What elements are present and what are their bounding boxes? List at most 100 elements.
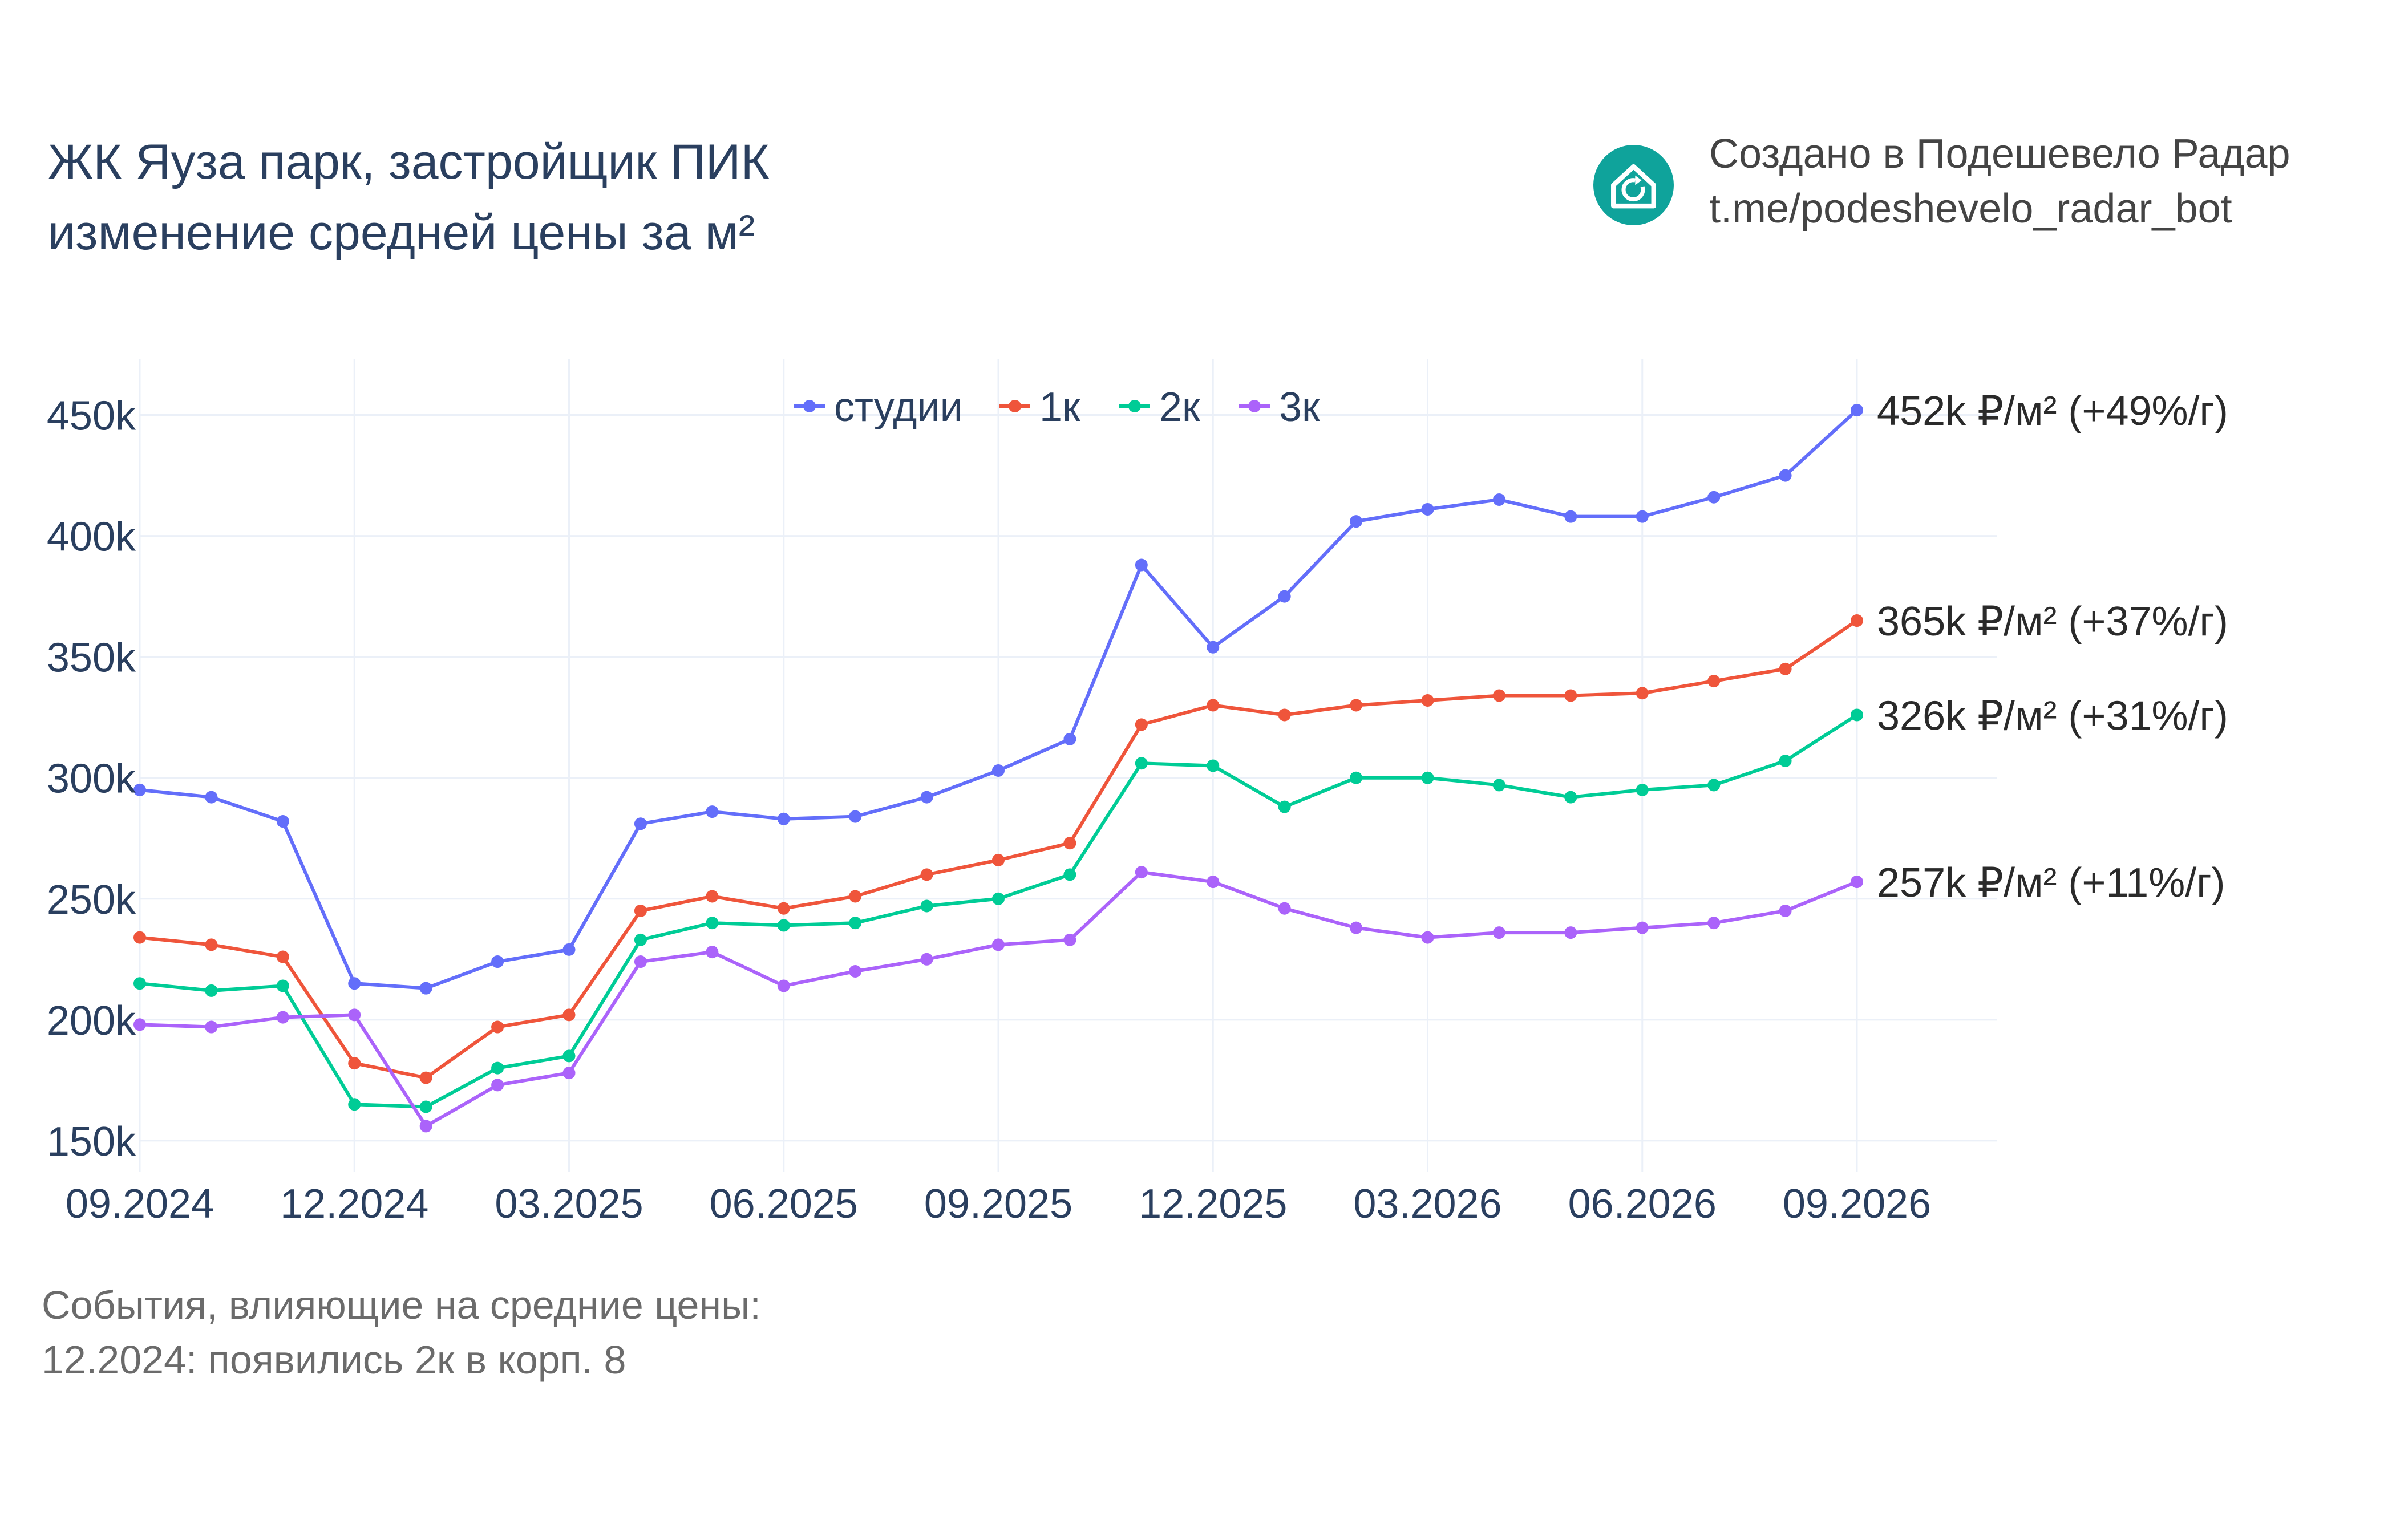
data-point[interactable] [276, 979, 289, 992]
data-point[interactable] [419, 982, 432, 995]
data-point[interactable] [1421, 502, 1434, 516]
data-point[interactable] [205, 984, 218, 997]
legend-item[interactable]: 1к [999, 384, 1080, 430]
data-point[interactable] [1350, 921, 1363, 934]
data-point[interactable] [634, 904, 647, 917]
data-point[interactable] [1421, 694, 1434, 707]
data-point[interactable] [1636, 783, 1649, 796]
data-point[interactable] [849, 917, 862, 930]
data-point[interactable] [562, 1049, 576, 1063]
legend-item[interactable]: 3к [1239, 384, 1320, 430]
data-point[interactable] [920, 791, 933, 804]
data-point[interactable] [1851, 708, 1863, 722]
data-point[interactable] [849, 890, 862, 903]
data-point[interactable] [276, 815, 289, 828]
data-point[interactable] [849, 810, 862, 823]
data-point[interactable] [777, 902, 790, 915]
chart-legend[interactable]: студии 1к 2к 3к [794, 384, 1320, 430]
data-point[interactable] [1421, 931, 1434, 944]
data-point[interactable] [992, 938, 1005, 951]
data-point[interactable] [1207, 876, 1220, 889]
data-point[interactable] [920, 868, 933, 881]
data-point[interactable] [920, 953, 933, 966]
legend-item[interactable]: 2к [1119, 384, 1200, 430]
data-point[interactable] [491, 1061, 504, 1075]
data-point[interactable] [419, 1071, 432, 1084]
data-point[interactable] [1492, 689, 1505, 702]
data-point[interactable] [992, 892, 1005, 905]
data-point[interactable] [276, 1011, 289, 1024]
data-point[interactable] [706, 946, 719, 959]
data-point[interactable] [1278, 708, 1291, 722]
data-point[interactable] [634, 933, 647, 946]
data-point[interactable] [205, 938, 218, 951]
data-point[interactable] [133, 977, 146, 990]
data-point[interactable] [1492, 926, 1505, 939]
data-point[interactable] [706, 890, 719, 903]
data-point[interactable] [1564, 791, 1577, 804]
data-point[interactable] [706, 805, 719, 818]
data-point[interactable] [1207, 641, 1220, 654]
data-point[interactable] [1350, 699, 1363, 712]
data-point[interactable] [1207, 699, 1220, 712]
data-point[interactable] [1278, 590, 1291, 603]
data-point[interactable] [419, 1100, 432, 1113]
data-point[interactable] [419, 1120, 432, 1133]
data-point[interactable] [1350, 515, 1363, 528]
data-point[interactable] [133, 1018, 146, 1031]
data-point[interactable] [1636, 510, 1649, 523]
data-point[interactable] [1707, 675, 1721, 688]
data-point[interactable] [992, 853, 1005, 866]
data-point[interactable] [133, 931, 146, 944]
data-point[interactable] [348, 1057, 361, 1070]
data-point[interactable] [1063, 837, 1076, 850]
data-point[interactable] [1564, 926, 1577, 939]
data-point[interactable] [777, 979, 790, 992]
data-point[interactable] [348, 1008, 361, 1022]
data-point[interactable] [777, 812, 790, 825]
data-point[interactable] [1779, 904, 1792, 917]
data-point[interactable] [1564, 689, 1577, 702]
data-point[interactable] [276, 950, 289, 963]
data-point[interactable] [1851, 404, 1863, 417]
data-point[interactable] [1135, 718, 1148, 731]
data-point[interactable] [348, 1098, 361, 1111]
data-point[interactable] [1851, 876, 1863, 889]
data-point[interactable] [1350, 771, 1363, 784]
data-point[interactable] [1779, 469, 1792, 482]
data-point[interactable] [920, 899, 933, 913]
data-point[interactable] [1421, 771, 1434, 784]
data-point[interactable] [205, 1020, 218, 1034]
data-point[interactable] [1135, 866, 1148, 879]
data-point[interactable] [491, 955, 504, 968]
data-point[interactable] [1707, 779, 1721, 792]
data-point[interactable] [1207, 759, 1220, 772]
data-point[interactable] [1135, 558, 1148, 572]
credit-link[interactable]: t.me/podeshevelo_radar_bot [1709, 186, 2232, 232]
data-point[interactable] [1135, 757, 1148, 770]
data-point[interactable] [562, 943, 576, 956]
data-point[interactable] [562, 1008, 576, 1022]
data-point[interactable] [205, 791, 218, 804]
data-point[interactable] [1063, 732, 1076, 745]
data-point[interactable] [1492, 493, 1505, 506]
data-point[interactable] [1278, 800, 1291, 813]
data-point[interactable] [1636, 921, 1649, 934]
data-point[interactable] [1779, 755, 1792, 768]
data-point[interactable] [706, 917, 719, 930]
data-point[interactable] [491, 1079, 504, 1092]
data-point[interactable] [849, 964, 862, 978]
data-point[interactable] [1492, 779, 1505, 792]
data-point[interactable] [562, 1067, 576, 1080]
data-point[interactable] [634, 817, 647, 830]
data-point[interactable] [1779, 662, 1792, 675]
data-point[interactable] [1063, 868, 1076, 881]
data-point[interactable] [634, 955, 647, 968]
data-point[interactable] [133, 783, 146, 796]
data-point[interactable] [1636, 687, 1649, 700]
data-point[interactable] [491, 1020, 504, 1034]
data-point[interactable] [1063, 933, 1076, 946]
data-point[interactable] [1851, 614, 1863, 627]
data-point[interactable] [348, 977, 361, 990]
data-point[interactable] [1707, 917, 1721, 930]
